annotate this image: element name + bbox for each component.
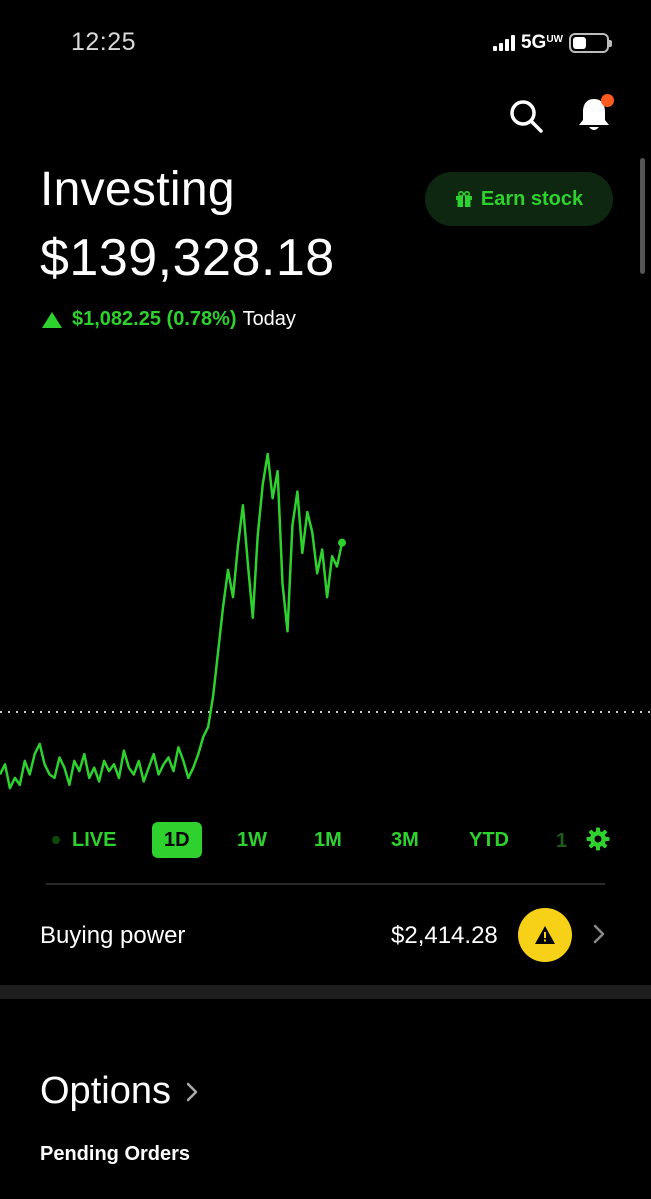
status-indicators: 5GUW — [492, 32, 612, 54]
section-separator — [0, 985, 651, 999]
scrollbar[interactable] — [640, 158, 645, 274]
page-title: Investing — [40, 163, 235, 216]
warning-icon[interactable] — [518, 908, 572, 962]
network-label: 5GUW — [520, 32, 563, 53]
change-amount: $1,082.25 (0.78%) — [72, 308, 237, 330]
range-1m[interactable]: 1M — [314, 828, 342, 851]
signal-icon — [492, 35, 515, 51]
buying-power-label[interactable]: Buying power — [40, 922, 186, 949]
status-time: 12:25 — [71, 28, 137, 56]
chevron-right-icon[interactable] — [592, 922, 606, 946]
bell-icon[interactable] — [574, 94, 614, 134]
notification-dot — [601, 94, 614, 107]
up-arrow-icon — [42, 311, 62, 328]
buying-power-value[interactable]: $2,414.28 — [391, 922, 498, 949]
range-selector: LIVE 1D 1W 1M 3M YTD 1 — [0, 820, 651, 860]
portfolio-chart[interactable] — [0, 440, 651, 810]
range-ytd[interactable]: YTD — [469, 828, 509, 851]
daily-change: $1,082.25 (0.78%) Today — [42, 308, 296, 331]
live-dot-icon — [52, 836, 60, 844]
search-icon[interactable] — [508, 98, 544, 134]
change-period: Today — [242, 308, 296, 330]
chart-endpoint — [338, 538, 346, 547]
range-1d[interactable]: 1D — [152, 822, 202, 858]
range-1w[interactable]: 1W — [237, 828, 267, 851]
divider — [46, 883, 605, 885]
portfolio-value: $139,328.18 — [40, 229, 335, 287]
range-3m[interactable]: 3M — [391, 828, 419, 851]
range-live[interactable]: LIVE — [52, 822, 116, 858]
chart-series-line — [0, 452, 344, 790]
gear-icon[interactable] — [586, 827, 610, 851]
options-header[interactable]: Options — [40, 1070, 199, 1113]
pending-orders-label: Pending Orders — [40, 1143, 191, 1165]
earn-stock-button[interactable]: Earn stock — [425, 172, 613, 226]
options-title: Options — [40, 1070, 171, 1112]
earn-stock-label: Earn stock — [480, 187, 584, 210]
chevron-right-icon — [186, 1082, 198, 1101]
range-1y-partial[interactable]: 1 — [556, 830, 568, 852]
battery-icon — [569, 33, 612, 53]
gift-icon — [455, 190, 472, 207]
